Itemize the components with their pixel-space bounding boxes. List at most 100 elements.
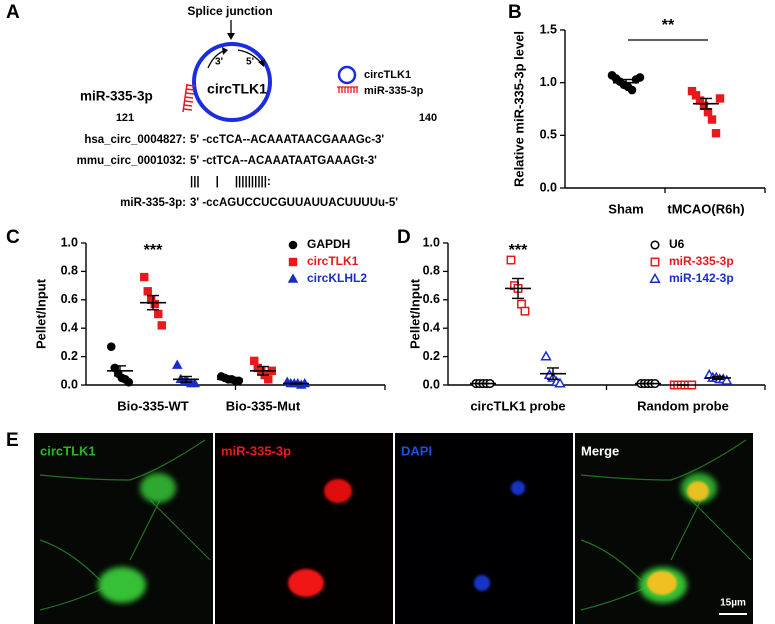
sequence-name: hsa_circ_0004827: — [84, 134, 186, 146]
point — [650, 240, 660, 250]
x-tick-label: tMCAO(R6h) — [667, 201, 744, 216]
sequence-name: miR-335-3p: — [120, 197, 186, 209]
position-label: 140 — [419, 112, 437, 124]
point — [140, 272, 149, 282]
point — [520, 306, 530, 316]
nucleus — [511, 481, 525, 495]
y-tick-label: 0.8 — [423, 264, 440, 278]
point — [157, 321, 166, 330]
sequence: 3' -ccAGUCCUCGUUAUUACUUUUu-5' — [190, 197, 398, 209]
image-label: circTLK1 — [40, 443, 96, 458]
legend-label: GAPDH — [307, 237, 350, 251]
circ-label: circTLK1 — [207, 81, 267, 97]
x-tick-label: Bio-335-Mut — [226, 398, 301, 413]
point — [715, 94, 725, 103]
y-tick-label: 1.0 — [61, 235, 78, 249]
chart: 0.0 0.2 0.4 0.6 0.8 1.0 Pellet/Input circTLK1 p… — [407, 235, 766, 413]
cell — [98, 567, 146, 603]
point — [287, 273, 299, 283]
sequence-name: mmu_circ_0001032: — [77, 155, 186, 167]
image-label: Merge — [581, 443, 619, 458]
legend-label: circTLK1 — [307, 254, 359, 268]
significance: ** — [662, 17, 675, 34]
y-tick-label: 0.2 — [423, 349, 440, 363]
y-axis-label: Relative miR-335-3p level — [511, 31, 526, 187]
point — [154, 309, 163, 319]
point — [106, 342, 116, 351]
point — [650, 257, 660, 267]
y-tick-label: 0.6 — [423, 292, 440, 306]
y-tick-label: 0.0 — [61, 377, 78, 391]
point — [721, 374, 733, 385]
y-tick-label: 1.0 — [423, 235, 440, 249]
x-tick-label: Random probe — [637, 398, 729, 413]
legend-label: U6 — [669, 237, 685, 251]
panel-label: C — [6, 227, 20, 248]
point — [189, 377, 201, 388]
arrow-head — [222, 47, 228, 55]
alignment: hsa_circ_0004827: 5' -ccTCA--ACAAATAACGAA… — [77, 134, 399, 209]
y-tick-label: 0.4 — [61, 320, 78, 334]
point — [288, 240, 298, 250]
panel-label: A — [6, 2, 20, 23]
chart: 0.0 0.2 0.4 0.6 0.8 1.0 Pellet/Input Bio-335-WT… — [33, 235, 386, 413]
panel-label: E — [6, 430, 19, 451]
legend-label: miR-142-3p — [669, 271, 734, 285]
y-tick-label: 0.2 — [61, 349, 78, 363]
circ-diagram: Splice junction 3' 5' circTLK1 miR-335-3… — [80, 4, 437, 124]
cell — [140, 473, 176, 503]
point — [250, 356, 259, 366]
significance: *** — [509, 242, 528, 259]
legend-label: circTLK1 — [364, 69, 411, 81]
point — [517, 299, 526, 309]
mirna-comb — [182, 83, 196, 113]
significance: *** — [144, 242, 163, 259]
point — [635, 73, 645, 82]
y-tick-label: 0.8 — [61, 264, 78, 278]
legend-circle — [337, 65, 357, 85]
point — [150, 299, 159, 309]
point — [540, 350, 552, 361]
panel-label: B — [508, 2, 522, 23]
image-label: DAPI — [401, 443, 432, 458]
point — [649, 272, 661, 283]
chart: 0.0 0.5 1.0 1.5 Relative miR-335-3p level Sha… — [511, 17, 766, 216]
point — [627, 85, 637, 95]
legend-label: miR-335-3p — [364, 85, 424, 97]
mirna-label: miR-335-3p — [80, 89, 153, 104]
y-tick-label: 0.4 — [423, 320, 440, 334]
scale-bar-label: 15µm — [720, 598, 746, 609]
x-tick-label: Sham — [608, 201, 643, 216]
y-tick-label: 0.6 — [61, 292, 78, 306]
y-tick-label: 0.5 — [540, 128, 557, 142]
sequence: ||| | ||||||||||: — [190, 176, 271, 188]
point — [264, 375, 273, 384]
point — [171, 359, 183, 369]
image-label: miR-335-3p — [221, 443, 291, 458]
x-tick-label: circTLK1 probe — [470, 398, 565, 413]
image-panel — [395, 433, 573, 624]
cell — [647, 571, 677, 595]
y-axis-label: Pellet/Input — [33, 278, 48, 349]
cell — [687, 481, 709, 501]
panel-label: D — [397, 227, 411, 248]
arrow-head — [227, 33, 235, 40]
y-tick-label: 0.0 — [540, 180, 557, 194]
y-axis-label: Pellet/Input — [407, 278, 422, 349]
point — [234, 376, 244, 386]
y-tick-label: 0.0 — [423, 377, 440, 391]
x-tick-label: Bio-335-WT — [117, 398, 189, 413]
sequence: 5' -ccTCA--ACAAATAACGAAAGc-3' — [190, 134, 384, 146]
strand-label: 3' — [215, 57, 223, 68]
splice-label: Splice junction — [187, 4, 272, 18]
point — [711, 129, 721, 138]
circ-rna — [192, 42, 272, 122]
legend-comb — [337, 86, 358, 93]
position-label: 121 — [116, 112, 134, 124]
y-tick-label: 1.0 — [540, 75, 557, 89]
point — [554, 377, 566, 388]
micrographs: circTLK1 miR-335-3p DAPI Merge 15µm — [34, 433, 753, 624]
sequence: 5' -ctTCA--ACAAATAATGAAAGt-3' — [190, 155, 377, 167]
point — [143, 287, 152, 296]
